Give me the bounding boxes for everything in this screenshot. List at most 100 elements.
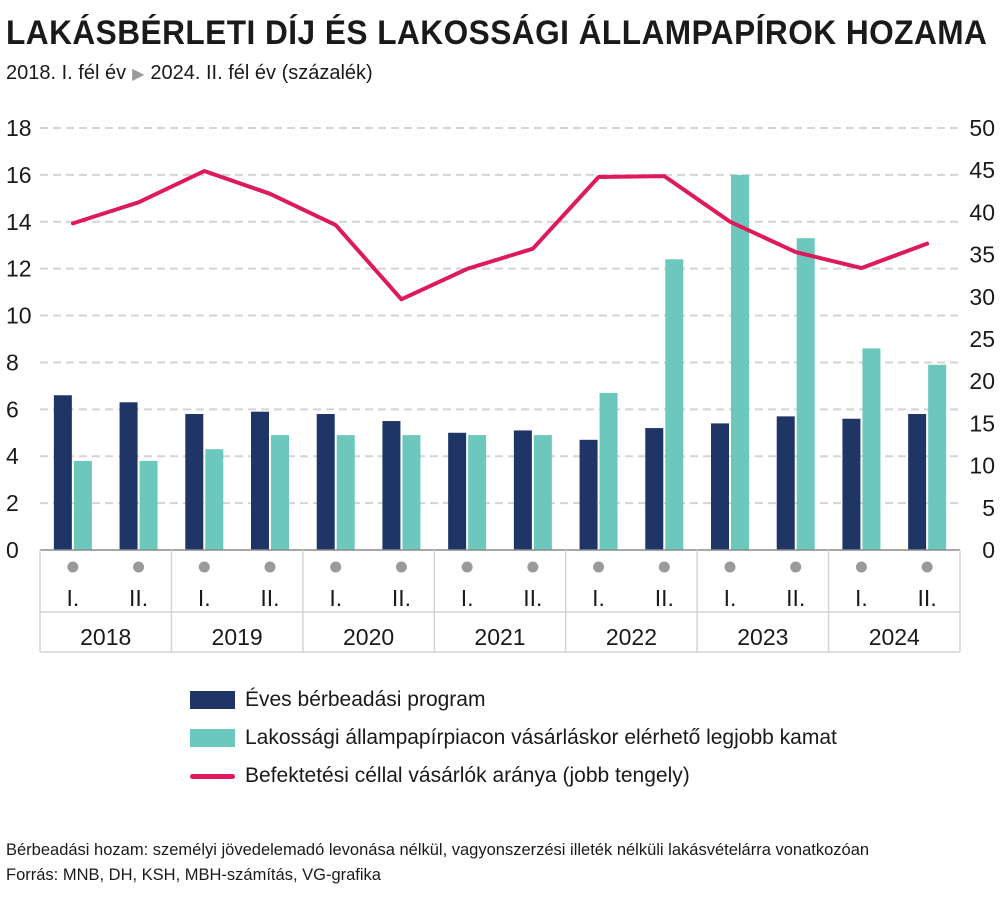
bar-series-1 [251, 411, 269, 550]
y-right-tick-label: 50 [969, 115, 995, 141]
y-left-tick-label: 18 [6, 115, 32, 141]
x-tick-label: II. [129, 585, 148, 611]
legend-swatch-series-1 [190, 691, 235, 709]
x-tick-label: II. [523, 585, 542, 611]
bar-series-1 [645, 428, 664, 550]
legend-swatch-series-2 [190, 729, 235, 747]
x-tick-label: II. [392, 585, 411, 611]
y-left-tick-label: 2 [6, 490, 19, 516]
bar-series-1 [579, 439, 598, 550]
year-label: 2019 [212, 624, 263, 650]
bar-series-2 [402, 435, 421, 550]
y-left-tick-label: 6 [6, 396, 19, 422]
bar-series-1 [382, 421, 401, 550]
x-tick-label: II. [655, 585, 674, 611]
bar-series-2 [862, 348, 881, 550]
y-right-tick-label: 0 [982, 537, 995, 563]
y-left-tick-label: 0 [6, 537, 19, 563]
bar-series-1 [908, 414, 927, 550]
legend-label-series-3: Befektetési céllal vásárlók aránya (jobb… [245, 764, 690, 787]
y-left-tick-label: 12 [6, 256, 32, 282]
x-tick-dot [264, 561, 276, 573]
y-right-tick-label: 15 [969, 410, 995, 436]
legend-label-series-1: Éves bérbeadási program [245, 688, 486, 711]
x-tick-dot [658, 561, 670, 573]
x-tick-label: I. [198, 585, 211, 611]
year-label: 2018 [80, 624, 131, 650]
x-tick-dot [330, 561, 342, 573]
x-tick-label: I. [855, 585, 868, 611]
y-left-tick-label: 4 [6, 443, 19, 469]
y-left-tick-label: 8 [6, 349, 19, 375]
bar-series-1 [776, 416, 795, 550]
year-label: 2020 [343, 624, 394, 650]
y-right-tick-label: 5 [982, 495, 995, 521]
y-right-tick-label: 40 [969, 199, 995, 225]
bar-series-1 [448, 432, 467, 550]
x-tick-dot [724, 561, 736, 573]
x-tick-dot [133, 561, 145, 573]
chart-subtitle: 2018. I. fél év ▶ 2024. II. fél év (százal… [6, 62, 373, 85]
bar-series-2 [928, 364, 947, 550]
footer-note: Bérbeadási hozam: személyi jövedelemadó … [6, 841, 870, 859]
subtitle-end: 2024. II. fél év (százalék) [150, 62, 373, 84]
y-right-tick-label: 10 [969, 453, 995, 479]
x-tick-dot [67, 561, 79, 573]
x-tick-dot [921, 561, 933, 573]
y-left-tick-label: 10 [6, 303, 32, 329]
x-tick-dot [790, 561, 802, 573]
x-tick-label: I. [724, 585, 737, 611]
x-tick-dot [198, 561, 210, 573]
y-right-tick-label: 35 [969, 242, 995, 268]
bar-series-1 [185, 414, 204, 550]
y-right-tick-label: 45 [969, 157, 995, 183]
legend-label-series-2: Lakossági állampapírpiacon vásárláskor e… [245, 726, 837, 749]
bar-series-1 [711, 423, 729, 550]
year-label: 2021 [474, 624, 525, 650]
bar-series-1 [513, 430, 532, 550]
subtitle-start: 2018. I. fél év [6, 62, 127, 84]
play-triangle-icon: ▶ [132, 66, 145, 83]
bar-series-2 [599, 392, 618, 550]
footer-source: Forrás: MNB, DH, KSH, MBH-számítás, VG-g… [6, 866, 381, 884]
x-tick-dot [855, 561, 867, 573]
chart-canvas: 0 2 4 6 8 10 12 14 16 18 0 5 10 15 20 25 30 35 40 45 50 I. II.… [6, 115, 995, 653]
year-label: 2023 [737, 624, 788, 650]
bar-series-1 [316, 414, 335, 550]
x-tick-label: II. [260, 585, 279, 611]
y-right-tick-label: 30 [969, 284, 995, 310]
bar-series-2 [139, 460, 158, 550]
bar-series-2 [731, 174, 749, 550]
x-tick-dot [395, 561, 407, 573]
x-tick-label: I. [66, 585, 79, 611]
line-series-3 [70, 169, 930, 302]
x-tick-label: I. [461, 585, 474, 611]
chart-title: LAKÁSBÉRLETI DÍJ ÉS LAKOSSÁGI ÁLLAMPAPÍR… [6, 14, 988, 52]
y-left-tick-label: 14 [6, 209, 32, 235]
bar-series-2 [336, 435, 355, 550]
y-right-tick-label: 20 [969, 368, 995, 394]
x-tick-dot [593, 561, 605, 573]
x-tick-label: II. [786, 585, 805, 611]
bar-series-1 [119, 402, 138, 550]
year-label: 2024 [869, 624, 920, 650]
bar-series-1 [842, 418, 861, 550]
bar-series-1 [53, 395, 72, 550]
legend-swatch-series-3 [190, 774, 235, 779]
bar-series-2 [271, 435, 289, 550]
x-tick-label: II. [918, 585, 937, 611]
y-right-tick-label: 25 [969, 326, 995, 352]
x-tick-label: I. [329, 585, 342, 611]
bar-series-2 [73, 460, 92, 550]
footer: Bérbeadási hozam: személyi jövedelemadó … [6, 838, 869, 888]
bar-series-2 [468, 435, 487, 550]
x-tick-dot [527, 561, 539, 573]
x-tick-dot [461, 561, 473, 573]
bar-series-2 [796, 238, 815, 550]
year-label: 2022 [606, 624, 657, 650]
y-left-tick-label: 16 [6, 162, 32, 188]
x-tick-label: I. [592, 585, 605, 611]
bar-series-2 [665, 259, 684, 550]
bar-series-2 [533, 435, 552, 550]
bar-series-2 [205, 449, 224, 550]
